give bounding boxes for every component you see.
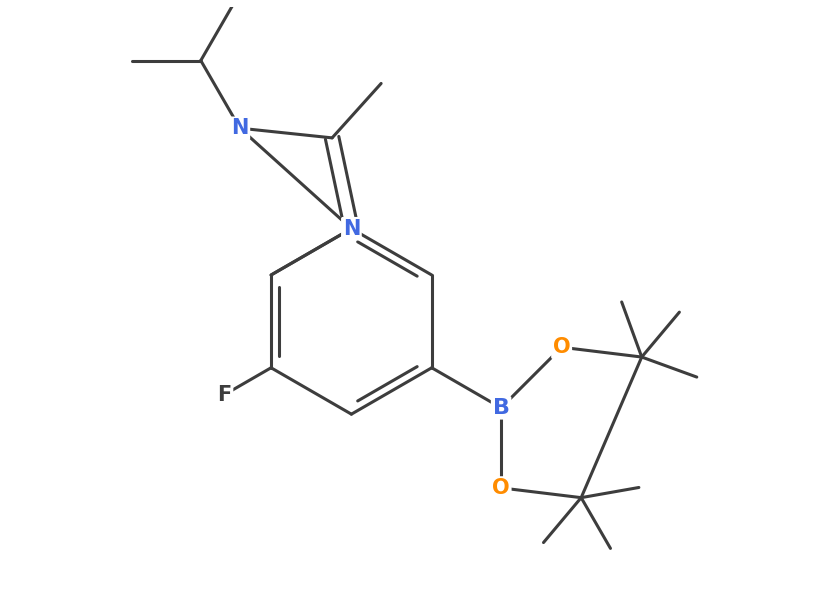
Text: O: O <box>552 337 570 357</box>
Text: O: O <box>491 478 509 498</box>
Text: N: N <box>231 118 248 138</box>
Text: F: F <box>217 385 232 404</box>
Text: B: B <box>492 398 509 418</box>
Text: N: N <box>342 218 360 239</box>
